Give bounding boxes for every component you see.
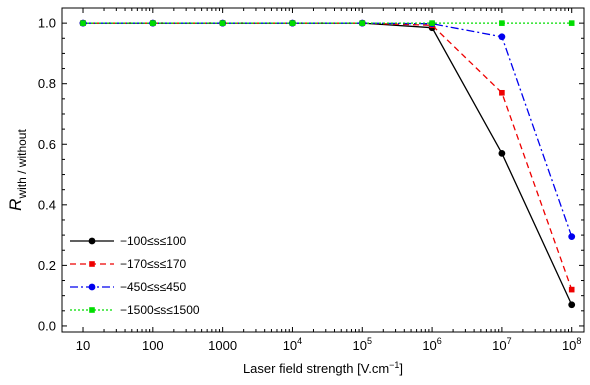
data-point xyxy=(429,20,435,26)
x-tick-label: 104 xyxy=(283,336,302,353)
data-point xyxy=(568,20,575,26)
data-point xyxy=(568,301,576,309)
legend-marker xyxy=(89,261,95,267)
data-point xyxy=(499,89,505,96)
y-tick-label: 0.4 xyxy=(38,197,56,212)
data-point xyxy=(219,20,226,26)
legend-marker xyxy=(88,237,96,245)
x-tick-label: 100 xyxy=(142,338,164,353)
legend-marker xyxy=(89,307,95,313)
y-tick-label: 0.6 xyxy=(38,137,56,152)
legend: −100≤s≤100 −170≤s≤170 −450≤s≤450 −1500≤s≤15… xyxy=(70,234,200,317)
x-tick-label: 108 xyxy=(562,336,581,353)
x-axis-title: Laser field strength [V.cm−1] xyxy=(243,360,403,376)
x-tick-label: 106 xyxy=(422,336,441,353)
series-3 xyxy=(80,20,575,26)
data-point xyxy=(289,20,296,26)
y-tick-label: 0.8 xyxy=(38,76,56,91)
x-tick-label: 1000 xyxy=(208,338,237,353)
data-point xyxy=(568,233,576,241)
x-tick-label: 107 xyxy=(492,336,511,353)
x-tick-label: 105 xyxy=(353,336,372,353)
data-point xyxy=(80,20,86,26)
y-axis-title: Rwith / without xyxy=(6,129,29,211)
series-line xyxy=(83,22,573,237)
data-point xyxy=(498,33,506,41)
data-point xyxy=(359,20,366,26)
data-point xyxy=(499,20,505,26)
series-layer xyxy=(79,19,576,309)
legend-label: −1500≤s≤1500 xyxy=(120,303,200,317)
series-2 xyxy=(79,19,576,241)
data-point xyxy=(150,20,156,26)
data-point xyxy=(568,286,575,293)
legend-label: −170≤s≤170 xyxy=(120,257,187,271)
y-tick-label: 0.0 xyxy=(38,318,56,333)
y-tick-label: 1.0 xyxy=(38,16,56,31)
axis-ticks: 10 100 1000 104 105 106 107 108 0.0 0.2 0.4 0.6 0.8 1… xyxy=(38,8,584,353)
data-point xyxy=(498,149,506,157)
x-tick-label: 10 xyxy=(76,338,90,353)
series-line xyxy=(83,22,573,290)
y-tick-label: 0.2 xyxy=(38,258,56,273)
legend-label: −100≤s≤100 xyxy=(120,234,187,248)
plot-frame xyxy=(61,7,585,333)
legend-label: −450≤s≤450 xyxy=(120,280,187,294)
legend-marker xyxy=(88,283,96,291)
